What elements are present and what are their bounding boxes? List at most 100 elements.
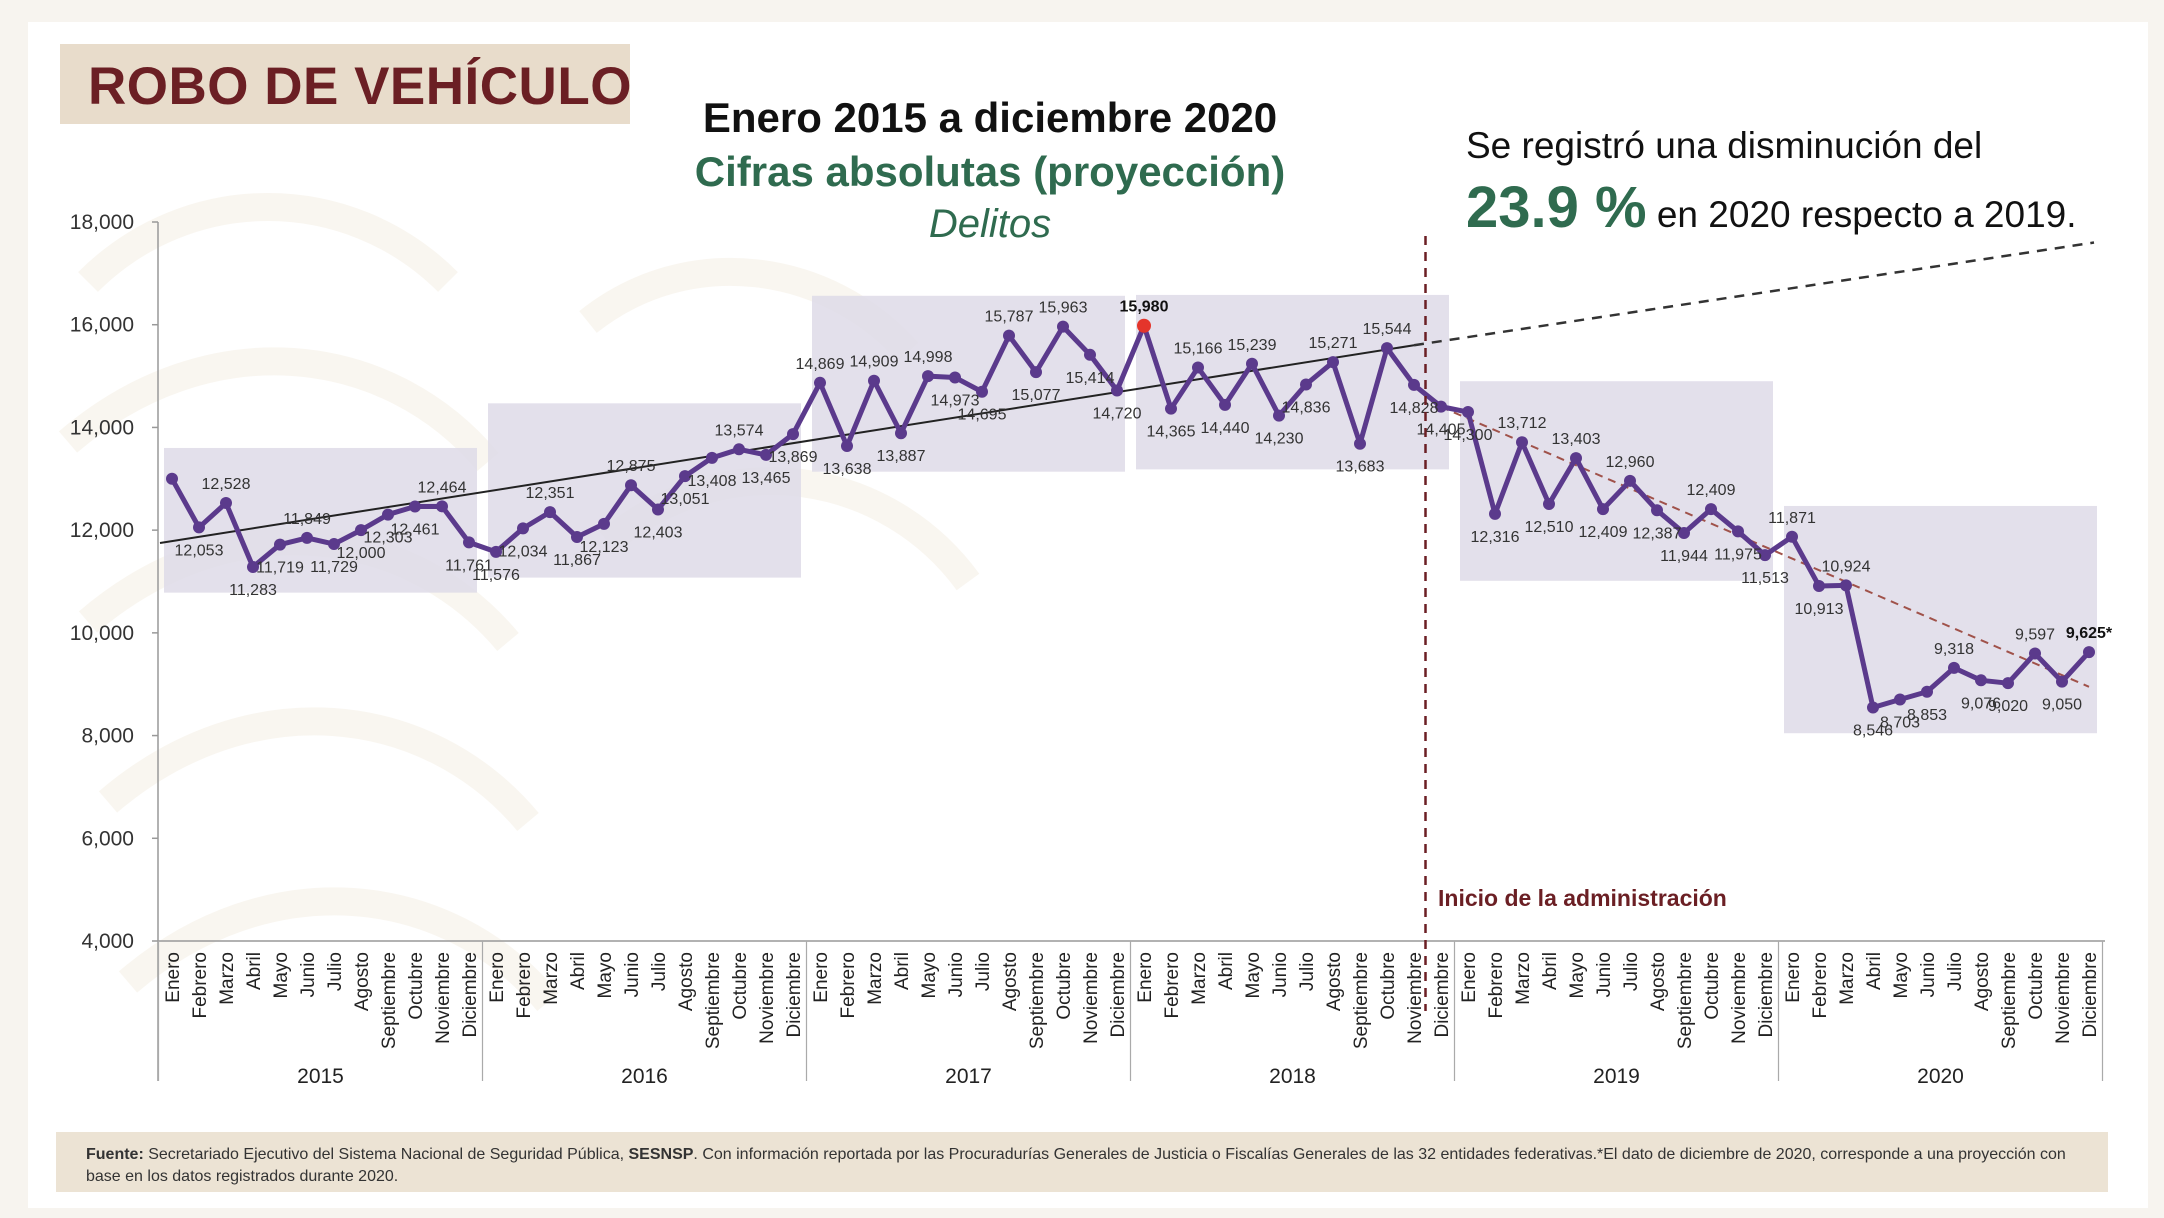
data-label: 12,409 — [1687, 482, 1736, 499]
chart-unit-label: Delitos — [928, 202, 1052, 246]
data-point-marker — [922, 370, 934, 383]
data-point-marker — [1651, 504, 1663, 517]
month-label: Septiembre — [1027, 952, 1048, 1049]
month-label: Abril — [892, 952, 913, 990]
data-point-marker — [544, 506, 556, 519]
data-label: 9,020 — [1988, 698, 2028, 715]
data-point-marker — [1840, 579, 1852, 592]
month-label: Julio — [1945, 952, 1966, 991]
month-label: Marzo — [1513, 952, 1534, 1005]
data-label: 12,387 — [1633, 525, 1682, 542]
y-tick-label: 8,000 — [81, 725, 134, 748]
data-point-marker — [2029, 647, 2041, 660]
data-point-marker — [787, 428, 799, 441]
data-label: 14,230 — [1255, 431, 1304, 448]
line-chart: 4,000 6,000 8,000 10,000 12,000 14,000 16,000 1… — [70, 211, 2113, 1088]
month-label: Octubre — [1702, 952, 1723, 1020]
y-tick-label: 6,000 — [81, 827, 134, 850]
data-point-marker — [1057, 320, 1069, 333]
year-label: 2015 — [297, 1065, 344, 1088]
data-point-marker — [652, 503, 664, 516]
data-point-marker — [382, 508, 394, 521]
year-label: 2018 — [1269, 1065, 1316, 1088]
data-point-marker — [625, 479, 637, 492]
month-label: Diciembre — [2080, 952, 2101, 1038]
data-label: 12,403 — [634, 524, 683, 541]
data-label: 9,076 — [1961, 695, 2001, 712]
month-label: Agosto — [1324, 952, 1345, 1011]
month-label: Mayo — [1243, 952, 1264, 998]
data-label: 11,761 — [445, 557, 493, 574]
month-label: Agosto — [1648, 952, 1669, 1011]
data-point-marker — [598, 517, 610, 530]
month-label: Agosto — [352, 952, 373, 1011]
data-label: 12,510 — [1525, 519, 1574, 536]
month-label: Octubre — [406, 952, 427, 1020]
trend-projection-line — [1413, 241, 2095, 347]
month-label: Marzo — [1837, 952, 1858, 1005]
y-tick-label: 12,000 — [70, 519, 134, 542]
data-point-marker — [1246, 357, 1258, 370]
data-label: 12,960 — [1606, 454, 1655, 471]
data-point-marker — [274, 538, 286, 551]
data-label: 12,528 — [202, 476, 251, 493]
data-label: 11,849 — [283, 511, 331, 528]
month-label: Noviembre — [2053, 952, 2074, 1044]
data-label: 8,853 — [1907, 707, 1947, 724]
data-label: 13,638 — [823, 461, 872, 478]
data-label: 11,944 — [1660, 548, 1708, 565]
max-point-marker — [1137, 318, 1151, 333]
series-line — [166, 318, 2095, 714]
y-tick-label: 14,000 — [70, 416, 134, 439]
month-label: Abril — [1540, 952, 1561, 990]
data-point-marker — [733, 443, 745, 456]
month-label: Febrero — [190, 952, 211, 1019]
month-label: Febrero — [1486, 952, 1507, 1019]
month-label: Octubre — [730, 952, 751, 1020]
data-point-marker — [1192, 361, 1204, 374]
month-label: Diciembre — [1432, 952, 1453, 1038]
page-title: ROBO DE VEHÍCULO — [88, 57, 632, 116]
month-label: Febrero — [838, 952, 859, 1019]
month-label: Abril — [244, 952, 265, 990]
data-point-marker — [895, 427, 907, 440]
footer-band — [56, 1132, 2108, 1192]
data-label: 11,871 — [1768, 510, 1816, 527]
data-label: 9,597 — [2015, 627, 2055, 644]
data-label: 8,703 — [1880, 714, 1920, 731]
month-label: Octubre — [2026, 952, 2047, 1020]
data-label: 14,405 — [1417, 422, 1466, 439]
data-label: 14,695 — [958, 407, 1007, 424]
month-label: Febrero — [1810, 952, 1831, 1019]
data-point-marker — [1381, 342, 1393, 355]
data-point-marker — [490, 545, 502, 558]
data-point-marker — [571, 530, 583, 543]
month-label: Enero — [1783, 952, 1804, 1003]
data-label: 13,712 — [1498, 415, 1547, 432]
month-label: Marzo — [217, 952, 238, 1005]
month-label: Septiembre — [703, 952, 724, 1049]
month-label: Febrero — [514, 952, 535, 1019]
month-label: Julio — [973, 952, 994, 991]
data-point-marker — [247, 560, 259, 573]
month-label: Agosto — [1972, 952, 1993, 1011]
data-point-marker — [1111, 384, 1123, 397]
month-label: Octubre — [1054, 952, 1075, 1020]
data-point-marker — [1516, 436, 1528, 449]
month-label: Enero — [811, 952, 832, 1003]
month-label: Diciembre — [1756, 952, 1777, 1038]
data-point-marker — [841, 440, 853, 453]
data-point-marker — [328, 538, 340, 551]
data-label: 13,683 — [1336, 459, 1385, 476]
data-point-marker — [1408, 378, 1420, 391]
data-label: 13,869 — [769, 449, 818, 466]
data-label: 11,513 — [1741, 570, 1789, 587]
data-point-marker — [436, 500, 448, 513]
data-point-marker — [679, 470, 691, 483]
data-label: 15,239 — [1228, 337, 1277, 354]
data-label: 14,973 — [931, 392, 980, 409]
data-point-marker — [1948, 661, 1960, 674]
month-label: Septiembre — [1999, 952, 2020, 1049]
y-tick-label: 18,000 — [70, 211, 134, 234]
data-label: 15,544 — [1363, 321, 1412, 338]
